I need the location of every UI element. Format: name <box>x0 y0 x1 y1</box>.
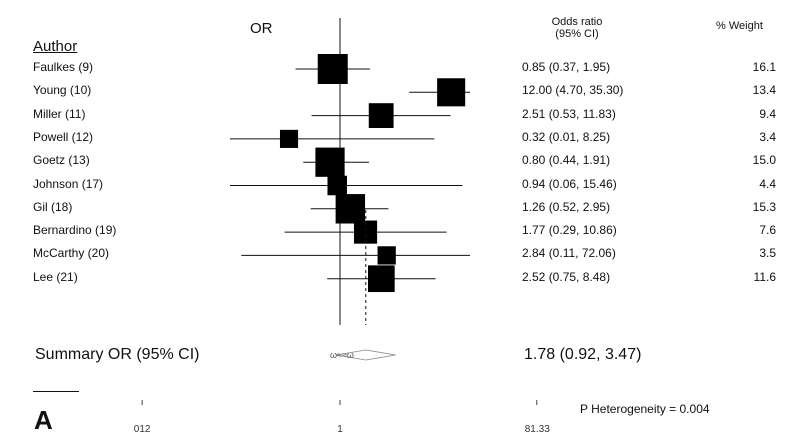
study-or-ci-label: 1.26 (0.52, 2.95) <box>522 199 611 214</box>
study-weight-label: 3.5 <box>759 246 776 261</box>
or-column-header-line1: Odds ratio <box>551 16 603 28</box>
study-point-box <box>327 175 347 196</box>
weight-column-header: % Weight <box>716 20 763 32</box>
study-author-label: Johnson (17) <box>33 176 104 191</box>
study-weight-label: 4.4 <box>759 176 776 191</box>
study-weight-label: 16.1 <box>752 60 776 74</box>
author-header-text: Author <box>33 38 78 55</box>
summary-value: 1.78 (0.92, 3.47) <box>524 346 642 363</box>
plot-title: OR <box>250 20 273 37</box>
study-point-box <box>437 78 466 107</box>
study-or-ci-label: 0.80 (0.44, 1.91) <box>522 153 611 168</box>
study-point-box <box>353 220 378 244</box>
study-author-label: Powell (12) <box>33 129 94 144</box>
study-point-box <box>315 147 345 177</box>
study-weight-label: 3.4 <box>759 129 776 144</box>
study-author-label: Bernardino (19) <box>33 223 117 238</box>
summary-diamond <box>336 349 396 361</box>
study-author-label: Faulkes (9) <box>33 60 94 74</box>
heterogeneity-label: P Heterogeneity = 0.004 <box>580 402 710 416</box>
study-author-label: Gil (18) <box>33 199 73 214</box>
study-weight-label: 15.3 <box>752 199 776 214</box>
study-or-ci-label: 0.85 (0.37, 1.95) <box>522 60 611 74</box>
study-or-ci-label: 1.77 (0.29, 10.86) <box>522 223 617 238</box>
summary-mid-mark: ω≈≈ω <box>330 350 354 360</box>
study-author-label: McCarthy (20) <box>33 246 110 261</box>
study-or-ci-label: 12.00 (4.70, 35.30) <box>522 83 624 98</box>
study-point-box <box>279 129 299 148</box>
author-column-header: Author <box>33 38 77 55</box>
forest-plot-marks <box>141 18 538 405</box>
study-or-ci-label: 2.52 (0.75, 8.48) <box>522 269 611 284</box>
study-or-ci-label: 2.84 (0.11, 72.06) <box>522 246 616 261</box>
or-column-header: Odds ratio (95% CI) <box>522 16 632 40</box>
study-point-box <box>377 246 396 265</box>
study-point-box <box>368 265 395 293</box>
study-author-label: Miller (11) <box>33 106 86 121</box>
study-weight-label: 15.0 <box>752 153 776 168</box>
study-point-box <box>368 103 394 129</box>
study-weight-label: 13.4 <box>752 83 776 98</box>
panel-letter: A <box>34 405 53 435</box>
study-or-ci-label: 0.94 (0.06, 15.46) <box>522 176 617 191</box>
study-or-ci-label: 2.51 (0.53, 11.83) <box>522 106 616 121</box>
x-tick-label: 1 <box>337 424 343 435</box>
x-tick-label: 012 <box>133 424 151 435</box>
study-or-ci-label: 0.32 (0.01, 8.25) <box>522 129 611 144</box>
study-weight-label: 11.6 <box>753 269 776 284</box>
study-point-box <box>317 54 348 84</box>
study-weight-label: 9.4 <box>759 106 776 121</box>
study-weight-label: 7.6 <box>759 223 776 238</box>
x-tick-label: 81.33 <box>524 424 550 435</box>
study-author-label: Lee (21) <box>33 269 78 284</box>
study-author-label: Goetz (13) <box>33 153 90 168</box>
or-column-header-line2: (95% CI) <box>555 28 599 40</box>
summary-label: Summary OR (95% CI) <box>35 346 200 363</box>
study-point-box <box>335 194 366 224</box>
panel-rule <box>33 391 79 392</box>
study-author-label: Young (10) <box>33 83 92 98</box>
